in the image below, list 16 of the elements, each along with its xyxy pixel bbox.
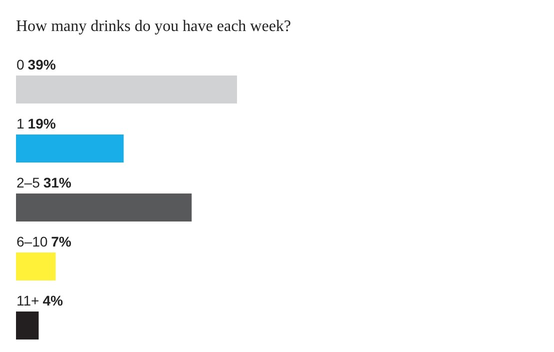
bar (16, 252, 56, 280)
data-label: 31% (43, 174, 72, 190)
y-tick-label: 1 (16, 116, 24, 132)
y-tick-label: 6–10 (16, 234, 48, 250)
y-tick-label: 0 (16, 56, 24, 72)
y-tick-label: 11+ (16, 292, 40, 308)
bar (16, 194, 192, 222)
data-label: 39% (28, 56, 56, 72)
y-tick-label: 2–5 (16, 174, 40, 190)
data-label: 19% (28, 116, 56, 132)
bar (16, 134, 124, 162)
data-label: 7% (51, 234, 72, 250)
bar (16, 312, 39, 340)
chart-title: How many drinks do you have each week? (16, 18, 292, 35)
data-label: 4% (42, 292, 64, 308)
bar (16, 76, 237, 104)
